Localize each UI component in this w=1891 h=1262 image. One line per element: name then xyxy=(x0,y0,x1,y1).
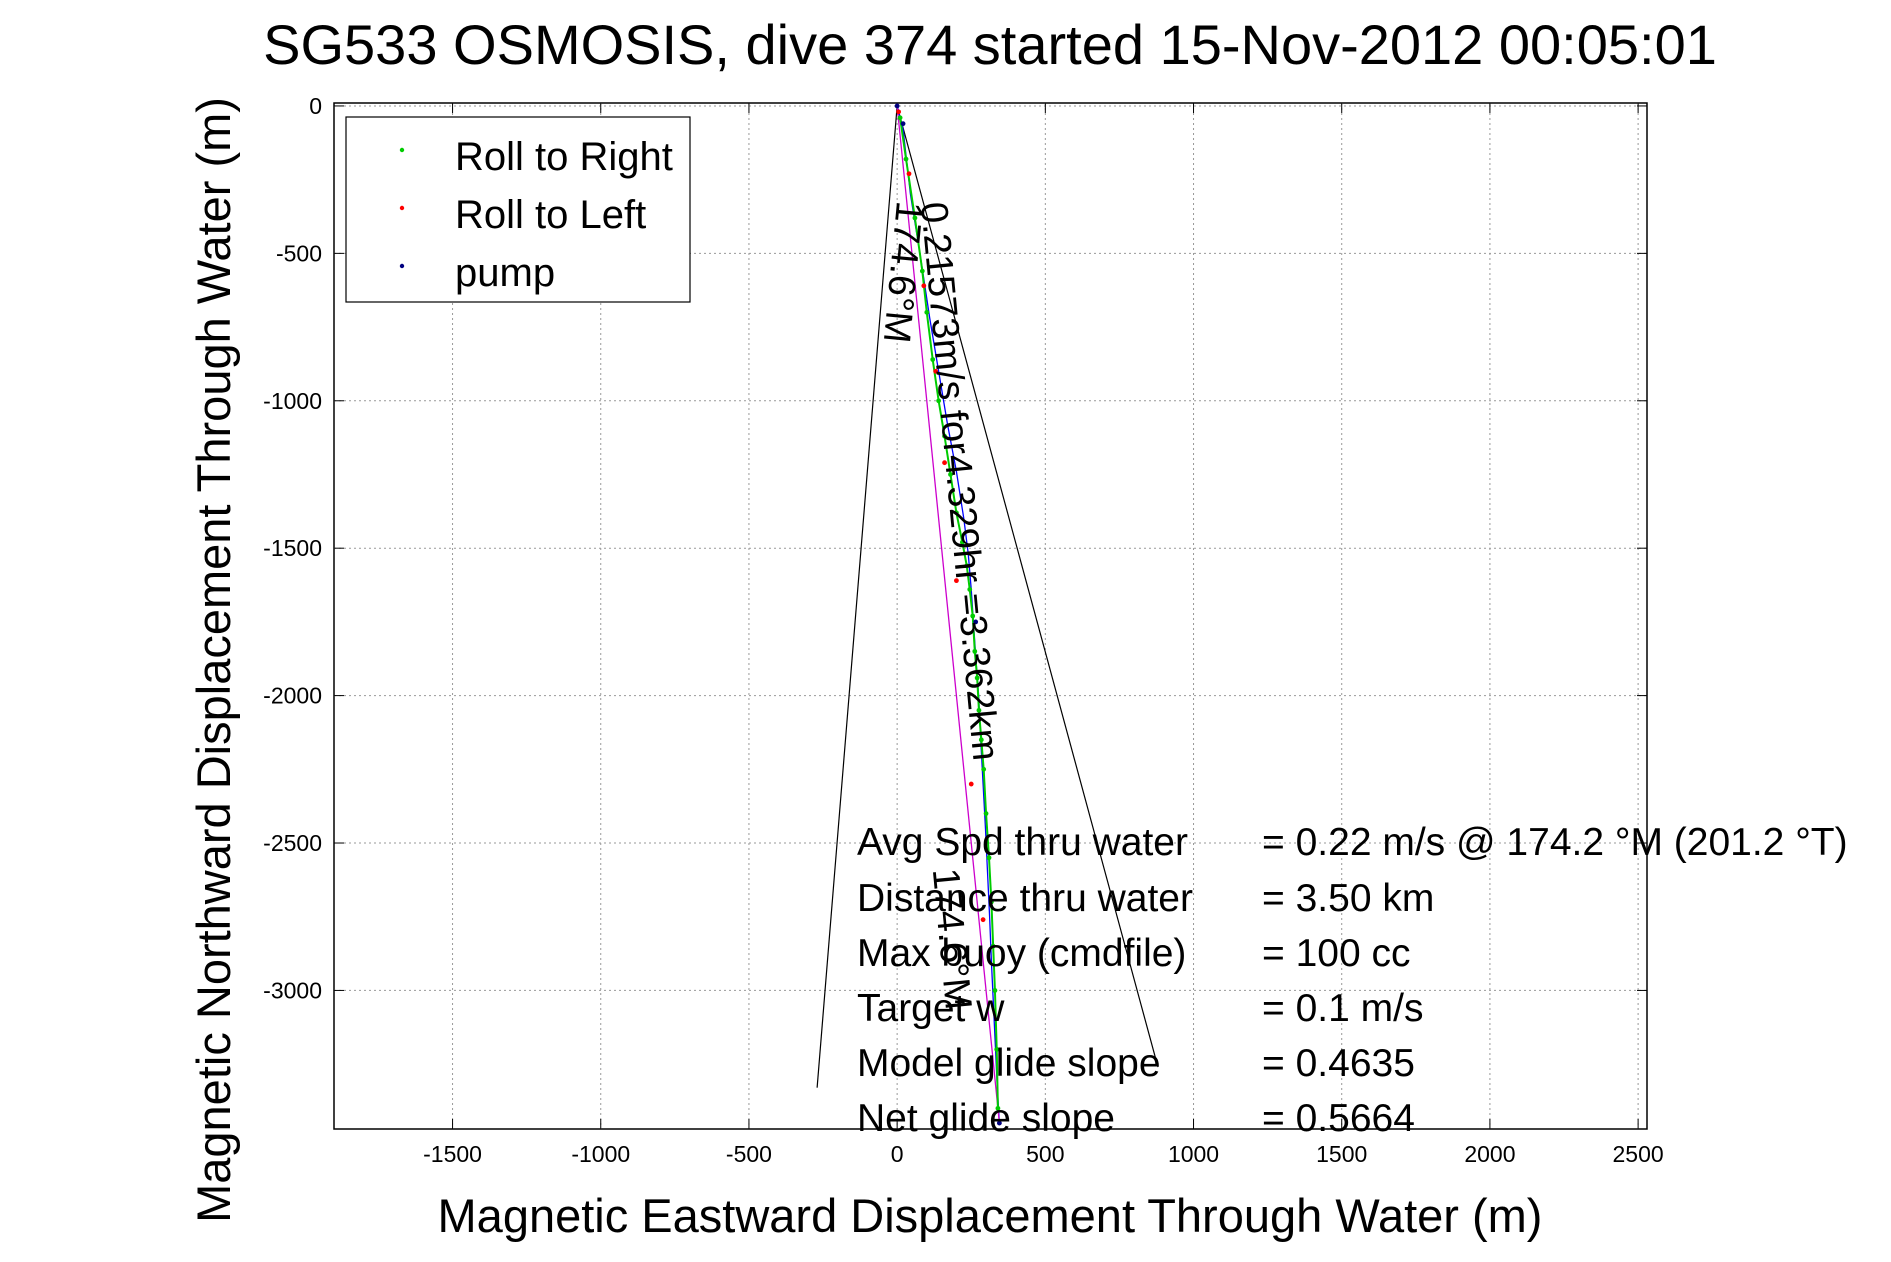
x-tick-label: 500 xyxy=(1026,1141,1064,1167)
y-axis-label: Magnetic Northward Displacement Through … xyxy=(187,97,240,1223)
data-point xyxy=(912,215,918,221)
grid-lines xyxy=(334,103,1647,1129)
chart-title: SG533 OSMOSIS, dive 374 started 15-Nov-2… xyxy=(263,13,1717,76)
track-lines xyxy=(896,105,1001,1124)
data-point xyxy=(936,398,942,404)
data-point xyxy=(933,368,939,374)
legend-marker-pump xyxy=(399,263,405,269)
x-tick-label: -1500 xyxy=(423,1141,482,1167)
data-point xyxy=(990,943,996,949)
heading-cone xyxy=(816,105,1159,1088)
data-point xyxy=(988,899,994,905)
roll-right-trace xyxy=(899,117,999,1109)
x-tick-label: -500 xyxy=(726,1141,772,1167)
data-point xyxy=(903,156,909,162)
x-tick-label: 0 xyxy=(891,1141,904,1167)
x-tick-labels: -1500 -1000 -500 0 500 1000 1500 2000 2500 xyxy=(423,1141,1664,1167)
data-point xyxy=(921,283,927,289)
y-tick-label: -3000 xyxy=(263,977,322,1003)
data-point xyxy=(897,115,903,121)
track-line xyxy=(896,105,1001,1124)
data-point xyxy=(906,171,912,177)
stat-value: = 0.22 m/s @ 174.2 °M (201.2 °T) xyxy=(1262,821,1848,864)
data-point xyxy=(900,121,906,127)
data-point xyxy=(976,707,982,713)
data-point xyxy=(972,648,978,654)
data-point xyxy=(992,988,998,993)
stat-value: = 0.5664 xyxy=(1262,1097,1415,1140)
data-point xyxy=(974,675,980,681)
cone-line xyxy=(816,105,898,1088)
legend-label-pump: pump xyxy=(455,251,555,295)
y-tick-labels: 0 -500 -1000 -1500 -2000 -2500 -3000 xyxy=(263,93,322,1003)
legend-marker-roll-right xyxy=(399,147,405,153)
y-tick-label: -2500 xyxy=(263,830,322,856)
stats-block: Avg Spd thru water = 0.22 m/s @ 174.2 °M… xyxy=(857,821,1848,1140)
y-tick-label: -500 xyxy=(276,240,322,266)
data-point xyxy=(954,510,959,516)
stat-value: = 0.4635 xyxy=(1262,1042,1415,1085)
data-point xyxy=(980,917,986,923)
stat-value: = 0.1 m/s xyxy=(1262,987,1423,1030)
data-point xyxy=(973,619,979,625)
data-points xyxy=(894,103,1002,1126)
stat-label: Max buoy (cmdfile) xyxy=(857,932,1186,975)
data-point xyxy=(970,613,976,619)
stat-label: Distance thru water xyxy=(857,877,1193,920)
data-point xyxy=(930,357,936,362)
data-point xyxy=(954,578,959,584)
stat-value: = 100 cc xyxy=(1262,932,1411,975)
stat-label: Model glide slope xyxy=(857,1042,1161,1085)
data-point xyxy=(968,781,974,787)
data-point xyxy=(986,855,992,861)
data-point xyxy=(964,563,970,569)
x-tick-label: -1000 xyxy=(571,1141,630,1167)
legend-marker-roll-left xyxy=(399,205,405,211)
data-point xyxy=(978,737,984,743)
data-point xyxy=(942,460,947,466)
data-point xyxy=(983,811,989,816)
legend-label-roll-left: Roll to Left xyxy=(455,193,646,237)
data-point xyxy=(981,766,987,772)
legend-label-roll-right: Roll to Right xyxy=(455,135,673,179)
y-tick-label: -1000 xyxy=(263,388,322,414)
stat-label: Target w xyxy=(857,987,1005,1030)
x-tick-label: 1500 xyxy=(1316,1141,1367,1167)
x-tick-label: 2500 xyxy=(1613,1141,1664,1167)
x-tick-label: 1000 xyxy=(1168,1141,1219,1167)
data-point xyxy=(919,268,925,274)
data-point xyxy=(896,109,902,115)
x-axis-label: Magnetic Eastward Displacement Through W… xyxy=(438,1189,1543,1242)
stat-label: Net glide slope xyxy=(857,1097,1115,1140)
y-tick-label: -2000 xyxy=(263,683,322,709)
data-point xyxy=(995,1105,1001,1111)
data-point xyxy=(948,472,953,477)
stat-value: = 3.50 km xyxy=(1262,877,1434,920)
stat-label: Avg Spd thru water xyxy=(857,821,1188,864)
data-point xyxy=(967,587,973,592)
data-point xyxy=(924,309,930,315)
data-point xyxy=(994,1046,1000,1052)
data-point xyxy=(894,103,900,109)
legend: Roll to Right Roll to Left pump xyxy=(345,116,691,303)
cone-line xyxy=(896,105,1159,1068)
x-tick-label: 2000 xyxy=(1464,1141,1515,1167)
data-point xyxy=(959,539,965,545)
data-point xyxy=(996,1120,1002,1126)
y-tick-label: -1500 xyxy=(263,535,322,561)
y-tick-label: 0 xyxy=(309,93,322,119)
data-point xyxy=(942,433,947,439)
